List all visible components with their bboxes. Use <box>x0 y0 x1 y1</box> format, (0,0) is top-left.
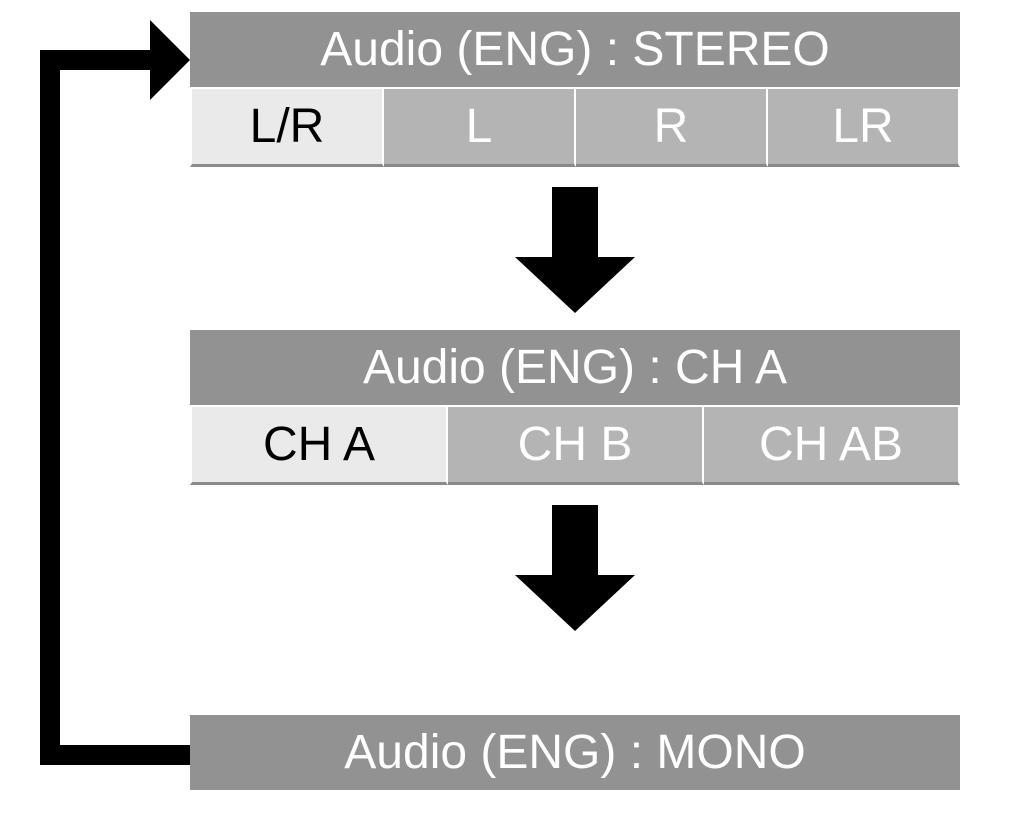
mode-header-stereo: Audio (ENG) : STEREO <box>190 12 960 87</box>
option-stereo-3[interactable]: LR <box>768 87 960 167</box>
mode-header-mono: Audio (ENG) : MONO <box>190 715 960 790</box>
option-label: CH A <box>263 417 375 472</box>
option-label: L/R <box>250 99 325 154</box>
arrow-down-icon <box>552 505 598 575</box>
option-dual-0[interactable]: CH A <box>190 405 448 485</box>
arrow-down-head-icon <box>515 257 635 313</box>
option-label: CH B <box>518 417 633 472</box>
option-stereo-1[interactable]: L <box>384 87 576 167</box>
option-row-stereo: L/RLRLR <box>190 87 960 167</box>
arrow-down-head-icon <box>515 575 635 631</box>
option-label: CH AB <box>759 417 903 472</box>
mode-header-dual: Audio (ENG) : CH A <box>190 330 960 405</box>
loop-arrow-segment <box>40 745 190 765</box>
option-stereo-0[interactable]: L/R <box>190 87 384 167</box>
option-row-dual: CH A CH B CH AB <box>190 405 960 485</box>
option-dual-2[interactable]: CH AB <box>704 405 960 485</box>
option-label: R <box>654 99 689 154</box>
loop-arrow-segment <box>40 50 150 70</box>
option-label: L <box>466 99 493 154</box>
option-stereo-2[interactable]: R <box>576 87 768 167</box>
loop-arrow-head-icon <box>150 20 190 100</box>
option-dual-1[interactable]: CH B <box>448 405 704 485</box>
option-label: LR <box>832 99 893 154</box>
arrow-down-icon <box>552 187 598 257</box>
loop-arrow-segment <box>40 50 60 765</box>
